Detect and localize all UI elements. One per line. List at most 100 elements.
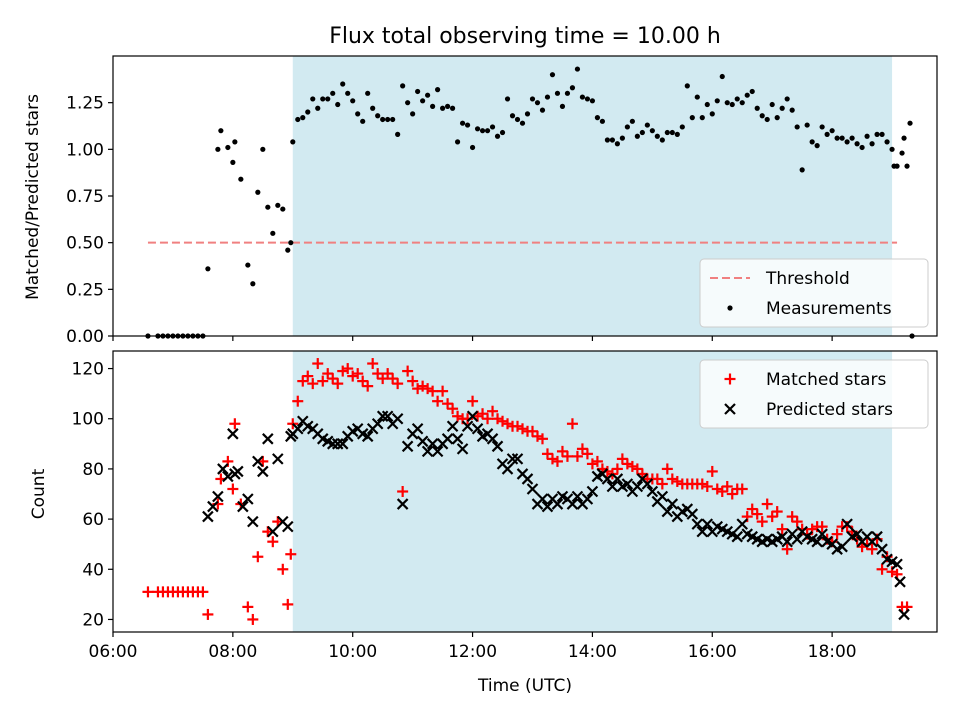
measurements-point [288, 240, 294, 246]
matched-stars-point [671, 475, 683, 487]
predicted-stars-point [646, 485, 659, 498]
measurements-point [218, 128, 224, 134]
matched-stars-point [576, 443, 588, 455]
measurements-point [469, 144, 476, 151]
measurements-point [864, 133, 870, 139]
matched-stars-point [761, 498, 773, 510]
predicted-stars-point [536, 493, 549, 505]
measurements-point [899, 150, 905, 156]
predicted-stars-point [621, 478, 634, 490]
matched-stars-point [317, 375, 329, 387]
matched-stars-point [307, 378, 319, 390]
measurements-point [370, 105, 376, 111]
measurements-point [724, 100, 730, 106]
matched-stars-point [517, 423, 529, 435]
bottom-y-tick-label: 100 [72, 410, 104, 430]
measurements-point [744, 92, 750, 98]
measurements-point [699, 115, 705, 121]
matched-stars-point [292, 395, 304, 407]
predicted-stars-point [426, 438, 439, 450]
predicted-stars-point [701, 518, 714, 530]
matched-stars-point [776, 523, 788, 535]
measurements-point [345, 90, 351, 96]
predicted-stars-point [267, 525, 279, 538]
measurements-point [589, 98, 596, 104]
predicted-stars-point [876, 543, 888, 555]
matched-stars-point [427, 385, 439, 397]
measurements-point [649, 128, 655, 134]
measurements-point [350, 98, 356, 104]
measurements-point [694, 94, 700, 100]
matched-stars-point [229, 418, 241, 430]
predicted-stars-point [247, 515, 259, 528]
matched-stars-point [786, 511, 798, 523]
top-panel-plot-area: 0.00 0.25 0.50 0.75 1.00 1.25 Threshold Measure… [66, 55, 938, 347]
matched-stars-point [447, 403, 459, 415]
predicted-stars-point [666, 498, 679, 510]
measurements-point [300, 115, 306, 121]
measurements-point [674, 131, 680, 137]
matched-stars-point [392, 378, 404, 390]
predicted-stars-point [222, 470, 234, 483]
matched-stars-point [661, 463, 673, 475]
measurements-point [519, 120, 526, 126]
top-y-tick-label: 0.25 [66, 280, 104, 300]
measurements-point [774, 115, 780, 121]
matched-stars-point [412, 383, 424, 395]
matched-stars-point [142, 586, 154, 598]
bottom-y-tick-label: 40 [82, 560, 104, 580]
legend-predicted-stars-swatch [724, 403, 736, 415]
matched-stars-point [282, 598, 294, 610]
matched-stars-point [267, 536, 279, 548]
measurements-point [265, 204, 271, 210]
matched-stars-point [247, 613, 259, 625]
predicted-stars-point [416, 435, 429, 448]
bottom-y-tick-label: 20 [82, 610, 104, 630]
measurements-point [238, 176, 244, 182]
matched-stars-point [332, 378, 344, 390]
measurements-point [799, 167, 805, 173]
measurements-point [754, 105, 760, 111]
measurements-point [854, 141, 860, 147]
predicted-stars-point [551, 498, 564, 510]
predicted-stars-point [661, 505, 674, 518]
matched-stars-point [492, 413, 504, 425]
matched-stars-point [422, 383, 434, 395]
measurements-point [325, 96, 331, 102]
matched-stars-point [197, 586, 209, 598]
measurements-point [814, 143, 820, 149]
predicted-stars-point [451, 433, 464, 445]
measurements-point [654, 133, 660, 139]
measurements-point [684, 83, 690, 89]
matched-stars-point [502, 418, 514, 430]
bottom-y-tick-label: 120 [72, 360, 104, 380]
predicted-stars-point [262, 433, 274, 445]
bottom-legend: Matched stars Predicted stars [699, 359, 929, 429]
x-axis-label: Time (UTC) [477, 676, 572, 696]
measurements-point [380, 116, 386, 123]
measurements-point [614, 141, 620, 147]
predicted-stars-point [421, 445, 434, 458]
x-tick-label: 18:00 [808, 642, 857, 662]
measurements-point [849, 135, 855, 141]
top-y-tick-label: 1.25 [66, 94, 104, 114]
top-y-axis-label: Matched/Predicted stars [23, 94, 43, 300]
matched-stars-point [611, 463, 623, 475]
predicted-stars-point [257, 465, 269, 478]
measurements-point [365, 90, 371, 96]
matched-stars-point [437, 385, 449, 397]
matched-stars-point [417, 380, 429, 392]
measurements-point [839, 135, 845, 141]
matched-stars-point [452, 410, 464, 422]
matched-stars-point [531, 430, 543, 442]
measurements-point [479, 128, 486, 134]
measurements-point [659, 137, 665, 143]
measurements-point [759, 113, 765, 119]
matched-stars-point [616, 453, 628, 465]
predicted-stars-point [207, 500, 219, 513]
matched-stars-point [402, 365, 414, 377]
measurements-point [644, 122, 650, 128]
measurements-point [907, 120, 913, 126]
legend-matched-stars-label: Matched stars [766, 370, 886, 390]
matched-stars-point [312, 358, 324, 370]
